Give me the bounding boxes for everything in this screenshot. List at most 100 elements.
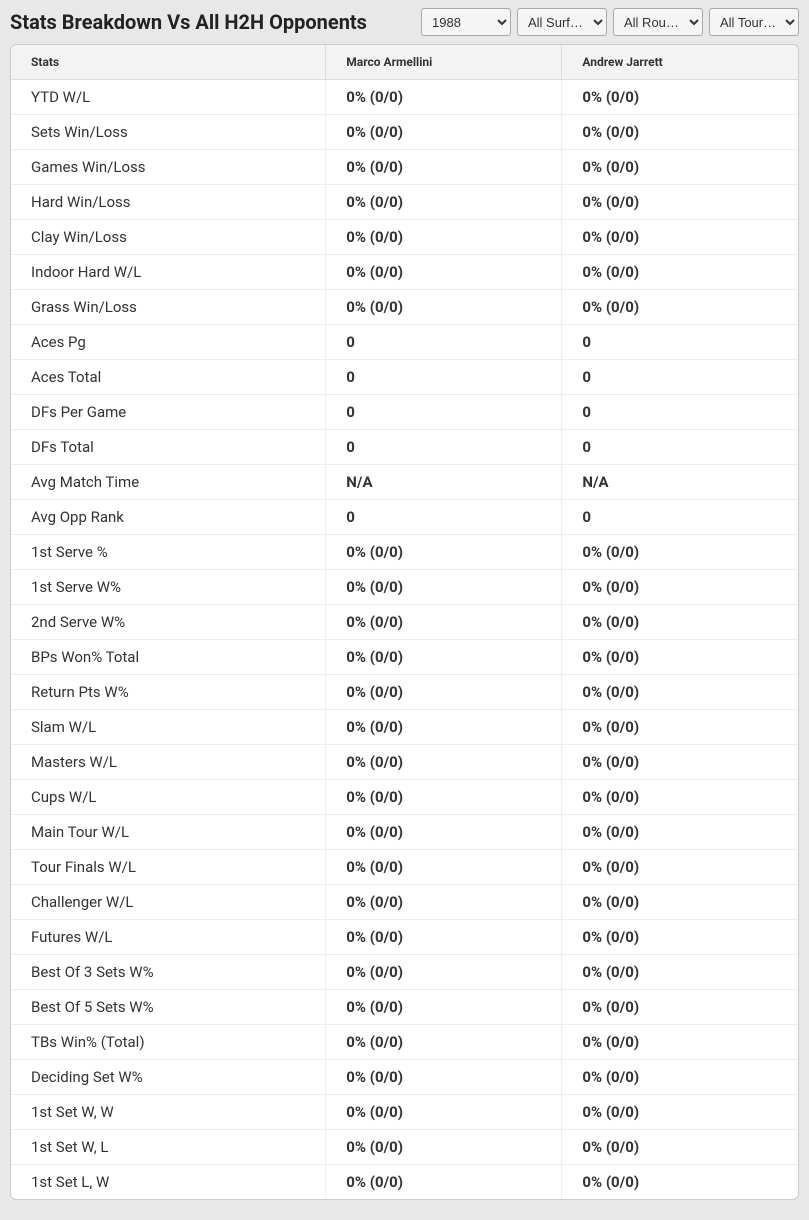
header-bar: Stats Breakdown Vs All H2H Opponents 198… <box>0 0 809 44</box>
stat-value: 0% (0/0) <box>326 605 562 640</box>
stat-value: 0 <box>562 500 798 535</box>
filters: 1988 All Surf… All Rou… All Tour… <box>421 8 799 36</box>
stat-value: 0% (0/0) <box>562 780 798 815</box>
stat-label: 1st Set L, W <box>11 1165 326 1200</box>
stat-value: 0% (0/0) <box>562 80 798 115</box>
table-row: Masters W/L0% (0/0)0% (0/0) <box>11 745 798 780</box>
col-player2: Andrew Jarrett <box>562 45 798 80</box>
table-row: Deciding Set W%0% (0/0)0% (0/0) <box>11 1060 798 1095</box>
stat-label: Aces Total <box>11 360 326 395</box>
stat-value: 0% (0/0) <box>326 675 562 710</box>
stat-label: Main Tour W/L <box>11 815 326 850</box>
stat-value: 0% (0/0) <box>562 220 798 255</box>
stat-value: 0% (0/0) <box>326 780 562 815</box>
table-row: Slam W/L0% (0/0)0% (0/0) <box>11 710 798 745</box>
stat-value: 0% (0/0) <box>326 220 562 255</box>
stat-label: Avg Match Time <box>11 465 326 500</box>
stat-value: N/A <box>326 465 562 500</box>
table-row: 1st Set L, W0% (0/0)0% (0/0) <box>11 1165 798 1200</box>
stat-label: 2nd Serve W% <box>11 605 326 640</box>
stat-value: 0% (0/0) <box>326 1095 562 1130</box>
stat-value: 0% (0/0) <box>562 1095 798 1130</box>
col-stats: Stats <box>11 45 326 80</box>
stat-label: DFs Total <box>11 430 326 465</box>
table-row: Aces Total00 <box>11 360 798 395</box>
stat-label: 1st Serve % <box>11 535 326 570</box>
stat-label: Clay Win/Loss <box>11 220 326 255</box>
stat-value: 0% (0/0) <box>562 955 798 990</box>
stat-value: N/A <box>562 465 798 500</box>
stat-value: 0% (0/0) <box>326 640 562 675</box>
table-row: Challenger W/L0% (0/0)0% (0/0) <box>11 885 798 920</box>
stat-value: 0% (0/0) <box>562 675 798 710</box>
stat-value: 0% (0/0) <box>326 1130 562 1165</box>
stat-value: 0% (0/0) <box>326 150 562 185</box>
stat-label: Games Win/Loss <box>11 150 326 185</box>
stat-value: 0 <box>326 395 562 430</box>
table-row: Games Win/Loss0% (0/0)0% (0/0) <box>11 150 798 185</box>
table-row: Main Tour W/L0% (0/0)0% (0/0) <box>11 815 798 850</box>
table-row: Sets Win/Loss0% (0/0)0% (0/0) <box>11 115 798 150</box>
table-body: YTD W/L0% (0/0)0% (0/0)Sets Win/Loss0% (… <box>11 80 798 1200</box>
table-row: 1st Set W, W0% (0/0)0% (0/0) <box>11 1095 798 1130</box>
table-row: 1st Serve W%0% (0/0)0% (0/0) <box>11 570 798 605</box>
stat-value: 0% (0/0) <box>326 535 562 570</box>
stat-value: 0% (0/0) <box>562 850 798 885</box>
table-row: Avg Opp Rank00 <box>11 500 798 535</box>
stat-value: 0% (0/0) <box>326 1025 562 1060</box>
col-player1: Marco Armellini <box>326 45 562 80</box>
table-row: Grass Win/Loss0% (0/0)0% (0/0) <box>11 290 798 325</box>
tournament-select[interactable]: All Tour… <box>709 8 799 36</box>
stat-label: Slam W/L <box>11 710 326 745</box>
stat-value: 0 <box>326 500 562 535</box>
stat-value: 0% (0/0) <box>326 815 562 850</box>
stat-value: 0 <box>562 395 798 430</box>
table-row: Best Of 3 Sets W%0% (0/0)0% (0/0) <box>11 955 798 990</box>
table-row: 1st Serve %0% (0/0)0% (0/0) <box>11 535 798 570</box>
stat-value: 0% (0/0) <box>562 255 798 290</box>
stat-value: 0 <box>326 325 562 360</box>
table-row: YTD W/L0% (0/0)0% (0/0) <box>11 80 798 115</box>
stat-value: 0% (0/0) <box>562 1130 798 1165</box>
stat-label: Aces Pg <box>11 325 326 360</box>
surface-select[interactable]: All Surf… <box>517 8 607 36</box>
table-header-row: Stats Marco Armellini Andrew Jarrett <box>11 45 798 80</box>
page-title: Stats Breakdown Vs All H2H Opponents <box>10 10 367 34</box>
stat-value: 0% (0/0) <box>562 290 798 325</box>
stat-value: 0% (0/0) <box>326 710 562 745</box>
stat-label: Indoor Hard W/L <box>11 255 326 290</box>
stat-value: 0% (0/0) <box>562 885 798 920</box>
stat-label: 1st Set W, L <box>11 1130 326 1165</box>
stat-value: 0% (0/0) <box>326 290 562 325</box>
stat-value: 0% (0/0) <box>326 185 562 220</box>
stat-value: 0% (0/0) <box>326 255 562 290</box>
stat-label: Hard Win/Loss <box>11 185 326 220</box>
stat-label: Avg Opp Rank <box>11 500 326 535</box>
stat-value: 0% (0/0) <box>326 80 562 115</box>
stat-value: 0% (0/0) <box>326 990 562 1025</box>
stat-value: 0% (0/0) <box>326 920 562 955</box>
stat-label: DFs Per Game <box>11 395 326 430</box>
table-row: Best Of 5 Sets W%0% (0/0)0% (0/0) <box>11 990 798 1025</box>
stat-value: 0% (0/0) <box>562 1165 798 1200</box>
stat-value: 0% (0/0) <box>562 570 798 605</box>
stat-label: 1st Serve W% <box>11 570 326 605</box>
stat-label: BPs Won% Total <box>11 640 326 675</box>
table-row: Return Pts W%0% (0/0)0% (0/0) <box>11 675 798 710</box>
stat-value: 0% (0/0) <box>326 850 562 885</box>
stat-label: Return Pts W% <box>11 675 326 710</box>
stat-value: 0% (0/0) <box>562 605 798 640</box>
stats-table-container: Stats Marco Armellini Andrew Jarrett YTD… <box>10 44 799 1200</box>
table-row: Futures W/L0% (0/0)0% (0/0) <box>11 920 798 955</box>
stat-label: Tour Finals W/L <box>11 850 326 885</box>
year-select[interactable]: 1988 <box>421 8 511 36</box>
stat-label: Cups W/L <box>11 780 326 815</box>
stat-value: 0% (0/0) <box>562 640 798 675</box>
stat-label: Challenger W/L <box>11 885 326 920</box>
stat-value: 0% (0/0) <box>326 570 562 605</box>
round-select[interactable]: All Rou… <box>613 8 703 36</box>
stat-value: 0% (0/0) <box>562 815 798 850</box>
stat-value: 0% (0/0) <box>562 920 798 955</box>
stat-value: 0% (0/0) <box>326 955 562 990</box>
table-row: Tour Finals W/L0% (0/0)0% (0/0) <box>11 850 798 885</box>
